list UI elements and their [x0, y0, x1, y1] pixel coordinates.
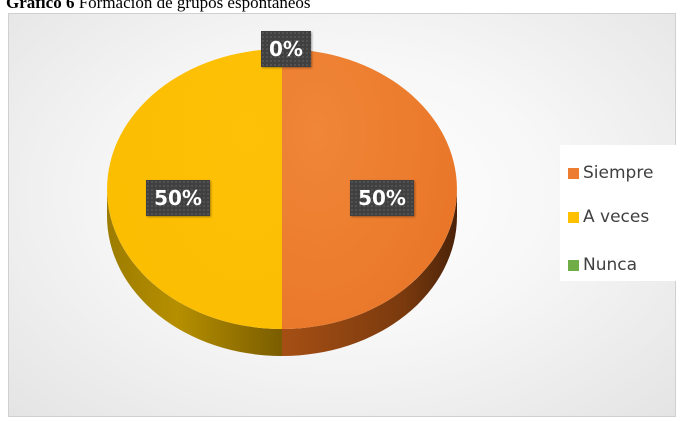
legend-label-a-veces: A veces [583, 207, 650, 227]
data-label-siempre: 50% [350, 180, 414, 216]
caption-text: Formación de grupos espontáneos [74, 0, 311, 12]
pie-side-siempre [282, 189, 457, 356]
data-label-a-veces: 50% [146, 180, 210, 216]
legend-label-nunca: Nunca [583, 255, 638, 275]
pie-side-a-veces [107, 189, 282, 356]
legend-swatch-a-veces [568, 211, 579, 223]
legend: Siempre A veces Nunca [560, 145, 680, 281]
legend-item-a-veces: A veces [568, 207, 649, 227]
legend-label-siempre: Siempre [583, 163, 654, 183]
caption-number: Gráfico 6 [6, 0, 75, 12]
legend-item-siempre: Siempre [568, 163, 653, 183]
legend-swatch-nunca [568, 259, 579, 271]
legend-item-nunca: Nunca [568, 255, 637, 275]
data-label-nunca: 0% [261, 31, 311, 67]
legend-swatch-siempre [568, 167, 579, 179]
figure-caption: Gráfico 6 Formación de grupos espontáneo… [6, 0, 311, 13]
